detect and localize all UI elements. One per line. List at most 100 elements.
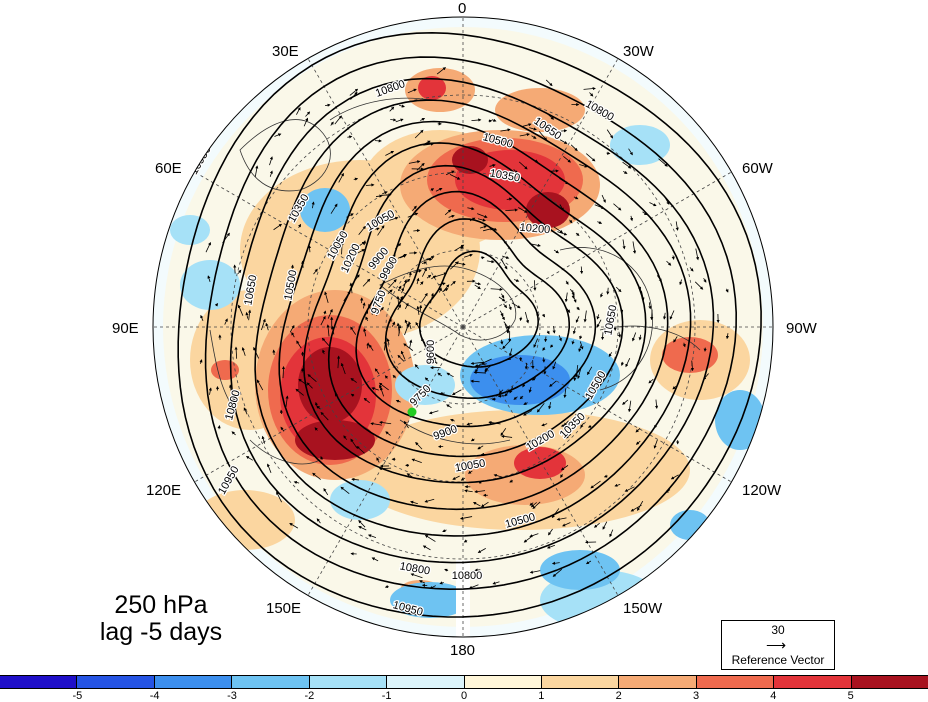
wind-vector: [558, 334, 562, 342]
wind-vector: [448, 425, 454, 430]
wind-vector: [514, 521, 519, 525]
wind-vector: [384, 584, 389, 588]
height-contour: [254, 99, 692, 537]
wind-vector: [256, 379, 264, 391]
wind-vector: [248, 309, 252, 321]
wind-vector: [565, 280, 569, 285]
anomaly-patch: [298, 347, 362, 423]
anomaly-patch: [670, 510, 710, 540]
wind-vector: [509, 386, 514, 394]
colorbar: [0, 675, 928, 689]
wind-vector: [387, 289, 393, 294]
wind-vector: [414, 364, 419, 369]
wind-vector: [353, 177, 359, 181]
wind-vector: [450, 280, 456, 286]
wind-vector: [471, 118, 482, 122]
wind-vector: [560, 473, 564, 479]
wind-vector: [530, 502, 537, 508]
wind-vector: [632, 241, 637, 254]
wind-vector: [350, 393, 355, 397]
wind-vector: [572, 327, 576, 335]
wind-vector: [546, 330, 550, 335]
wind-vector: [330, 203, 338, 214]
wind-vector: [519, 133, 530, 137]
anomaly-patch: [390, 582, 470, 618]
wind-vector: [387, 216, 399, 222]
wind-vector: [505, 208, 518, 212]
wind-vector: [468, 584, 479, 589]
wind-vector: [500, 428, 507, 436]
wind-vector: [658, 158, 668, 167]
wind-vector: [617, 331, 622, 338]
wind-vector: [330, 121, 334, 126]
wind-vector: [362, 278, 371, 287]
wind-vector: [553, 249, 560, 254]
anomaly-patch: [610, 125, 670, 165]
wind-vector: [580, 266, 584, 275]
wind-vector: [682, 342, 686, 348]
colorbar-tick-label: 2: [615, 690, 622, 702]
wind-vector: [338, 172, 344, 183]
wind-vector: [379, 386, 385, 397]
contour-label-text: 10800: [452, 570, 483, 582]
wind-vector: [323, 310, 327, 315]
wind-vector: [243, 407, 248, 415]
wind-vector: [439, 581, 444, 585]
wind-vector: [622, 161, 632, 169]
wind-vector: [463, 539, 468, 543]
wind-vector: [394, 243, 402, 250]
wind-vector: [285, 395, 289, 408]
wind-vector: [448, 214, 455, 218]
wind-vector: [675, 221, 679, 231]
wind-vector: [391, 254, 396, 259]
wind-vector: [503, 239, 507, 245]
wind-vector: [382, 191, 388, 195]
wind-vector: [690, 360, 694, 372]
wind-vector: [280, 426, 285, 432]
wind-vector: [355, 249, 366, 255]
wind-vector: [580, 422, 584, 428]
wind-vector: [689, 267, 694, 272]
wind-vector: [413, 269, 422, 273]
wind-vector: [320, 411, 329, 421]
wind-vector: [358, 526, 367, 531]
wind-vector: [351, 274, 360, 285]
wind-vector: [320, 315, 326, 326]
wind-vector: [553, 226, 564, 234]
wind-vector: [596, 319, 602, 328]
wind-vector: [438, 282, 446, 286]
wind-vector: [199, 359, 203, 364]
wind-vector: [511, 302, 521, 309]
wind-vector: [529, 127, 537, 131]
wind-vector: [550, 344, 554, 348]
wind-vector: [534, 159, 539, 163]
wind-vector: [252, 275, 257, 284]
wind-vector: [368, 344, 374, 351]
level-label: 250 hPa: [114, 591, 208, 619]
wind-vector: [340, 362, 346, 375]
wind-vector: [403, 279, 408, 288]
wind-vector: [664, 197, 670, 205]
anomaly-patch: [330, 480, 390, 520]
wind-vector: [377, 225, 385, 236]
wind-vector: [467, 470, 473, 474]
meridian-line: [462, 171, 732, 328]
wind-vector: [444, 568, 449, 572]
wind-vector: [385, 151, 395, 156]
wind-vector: [613, 203, 622, 211]
wind-vector: [566, 308, 571, 313]
wind-vector: [217, 425, 221, 430]
wind-vector: [577, 366, 582, 380]
lon-label-180: 180: [450, 642, 476, 659]
wind-vector: [695, 248, 700, 261]
wind-vector: [229, 384, 233, 393]
wind-vector: [574, 413, 579, 417]
graticule: [153, 17, 773, 637]
reference-vector-magnitude: 30: [771, 623, 785, 637]
wind-vector: [669, 310, 675, 320]
wind-vector: [486, 260, 495, 264]
height-contour: [177, 31, 762, 618]
wind-vector: [501, 293, 505, 299]
contour-label-text: 9600: [425, 340, 437, 364]
wind-vector: [224, 318, 228, 325]
